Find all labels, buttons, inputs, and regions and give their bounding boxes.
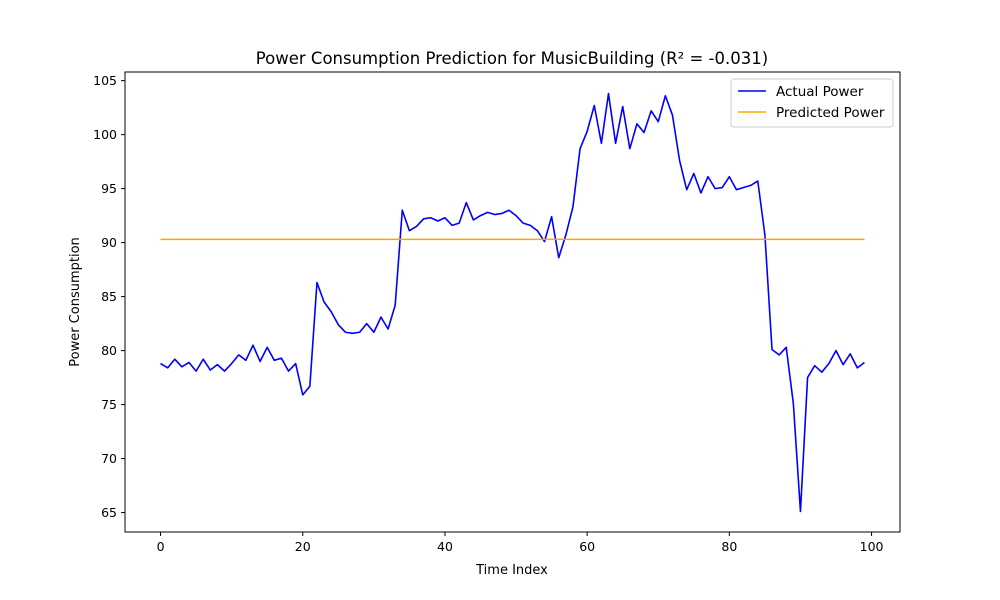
y-tick-label: 70 (101, 451, 117, 466)
y-tick-label: 100 (93, 127, 117, 142)
y-axis-label: Power Consumption (68, 237, 83, 367)
x-tick-label: 100 (860, 539, 884, 554)
chart-title: Power Consumption Prediction for MusicBu… (256, 49, 768, 68)
legend-box (730, 78, 894, 128)
x-tick-label: 0 (157, 539, 165, 554)
x-tick-label: 40 (437, 539, 453, 554)
y-tick-label: 85 (101, 289, 117, 304)
plot-area (124, 71, 901, 533)
legend: Actual Power Predicted Power (730, 78, 894, 128)
y-tick-label: 95 (101, 181, 117, 196)
series-line-actual-power (160, 92, 865, 513)
x-axis: 0 20 40 60 80 100 (157, 532, 884, 554)
legend-label-actual-power: Actual Power (776, 84, 864, 100)
y-axis: 65 70 75 80 85 90 95 100 105 (93, 73, 125, 520)
x-axis-label: Time Index (475, 563, 548, 578)
series-layer (160, 92, 865, 513)
y-tick-label: 80 (101, 343, 117, 358)
y-tick-label: 105 (93, 73, 117, 88)
x-tick-label: 80 (721, 539, 737, 554)
y-tick-label: 65 (101, 505, 117, 520)
plot-frame (124, 71, 901, 533)
y-tick-label: 75 (101, 397, 117, 412)
x-tick-label: 60 (579, 539, 595, 554)
y-tick-label: 90 (101, 235, 117, 250)
legend-label-predicted-power: Predicted Power (776, 105, 885, 121)
x-tick-label: 20 (295, 539, 311, 554)
